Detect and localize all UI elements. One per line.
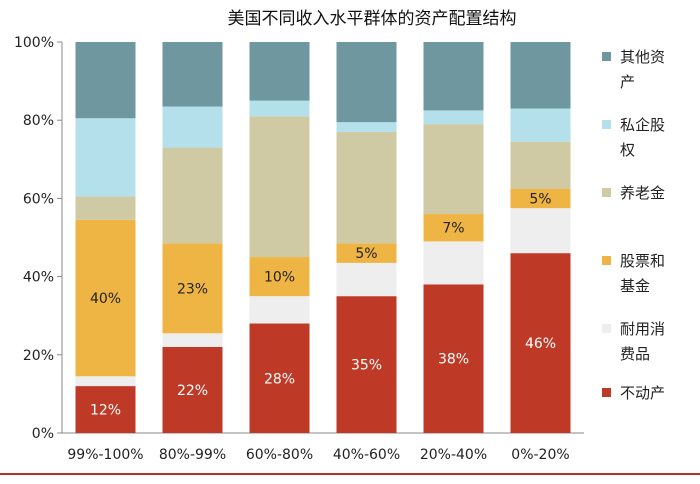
y-tick-label: 100%	[14, 35, 54, 51]
legend-label: 权	[620, 141, 635, 159]
bar-segment-1	[510, 208, 571, 254]
y-tick-label: 20%	[23, 348, 54, 364]
x-tick-label: 60%-80%	[246, 447, 313, 463]
bar-segment-3	[249, 116, 310, 258]
legend-label: 不动产	[620, 384, 665, 402]
data-label: 10%	[264, 270, 295, 286]
plot-area: 0% 20% 40% 60% 80% 100% 12% 40% 99%-100% 22% 23% 80…	[14, 35, 584, 463]
data-label: 35%	[351, 358, 382, 374]
bar-segment-0	[162, 346, 223, 433]
x-tick-label: 0%-20%	[511, 447, 569, 463]
bar-segment-2	[423, 214, 484, 242]
y-tick-label: 80%	[23, 113, 54, 129]
bar-segment-5	[510, 42, 571, 109]
x-tick-label: 80%-99%	[159, 447, 226, 463]
x-tick-label: 20%-40%	[420, 447, 487, 463]
bar-segment-2	[249, 257, 310, 297]
bar-segment-4	[510, 108, 571, 142]
x-tick-label: 40%-60%	[333, 447, 400, 463]
bar-segment-0	[336, 296, 397, 433]
bar-segment-4	[336, 122, 397, 132]
bar-segment-2	[336, 243, 397, 263]
bar-segment-5	[162, 42, 223, 107]
legend-swatch	[602, 52, 611, 61]
bar-segment-4	[162, 106, 223, 148]
data-label: 40%	[90, 291, 121, 307]
bar-segment-0	[249, 323, 310, 433]
legend-swatch	[602, 388, 611, 397]
bar-segment-1	[249, 296, 310, 324]
x-tick-label: 99%-100%	[67, 447, 143, 463]
legend-swatch	[602, 324, 611, 333]
legend-label: 私企股	[620, 116, 665, 134]
bar-segment-4	[75, 118, 136, 197]
data-label: 22%	[177, 383, 208, 399]
y-tick-label: 0%	[32, 426, 54, 442]
bar-segment-5	[249, 42, 310, 101]
legend-swatch	[602, 120, 611, 129]
legend-swatch	[602, 188, 611, 197]
chart-title: 美国不同收入水平群体的资产配置结构	[228, 9, 517, 29]
bar-segment-2	[162, 243, 223, 334]
bar-segment-1	[336, 262, 397, 297]
bar-segment-1	[162, 333, 223, 347]
legend-label: 其他资	[620, 48, 665, 66]
data-label: 28%	[264, 371, 295, 387]
bar-segment-5	[423, 42, 484, 111]
bar-segment-0	[423, 284, 484, 433]
legend-label: 费品	[620, 345, 650, 363]
data-label: 5%	[355, 246, 377, 262]
data-label: 46%	[525, 336, 556, 352]
data-label: 5%	[529, 191, 551, 207]
bar-segment-3	[336, 131, 397, 244]
bar-segment-4	[423, 110, 484, 125]
y-tick-label: 40%	[23, 270, 54, 286]
bar-segment-0	[75, 386, 136, 433]
legend-label: 股票和	[620, 252, 665, 270]
bar-segment-1	[75, 376, 136, 387]
bar-segment-4	[249, 100, 310, 117]
data-label: 38%	[438, 352, 469, 368]
legend-swatch	[602, 256, 611, 265]
bar-segment-1	[423, 241, 484, 285]
legend-label: 产	[620, 73, 635, 91]
bar-segment-2	[510, 188, 571, 209]
bar-segment-3	[162, 147, 223, 244]
legend-label: 养老金	[620, 184, 665, 202]
legend-label: 基金	[620, 277, 650, 295]
data-label: 23%	[177, 281, 208, 297]
data-label: 7%	[442, 221, 464, 237]
legend-label: 耐用消	[620, 320, 665, 338]
bar-segment-3	[423, 124, 484, 215]
bar-segment-2	[75, 219, 136, 377]
bar-segment-5	[75, 42, 136, 119]
bar-segment-3	[510, 141, 571, 189]
bar-segment-0	[510, 253, 571, 433]
bar-segment-5	[336, 42, 397, 123]
data-label: 12%	[90, 403, 121, 419]
y-tick-label: 60%	[23, 191, 54, 207]
bar-segment-3	[75, 196, 136, 220]
